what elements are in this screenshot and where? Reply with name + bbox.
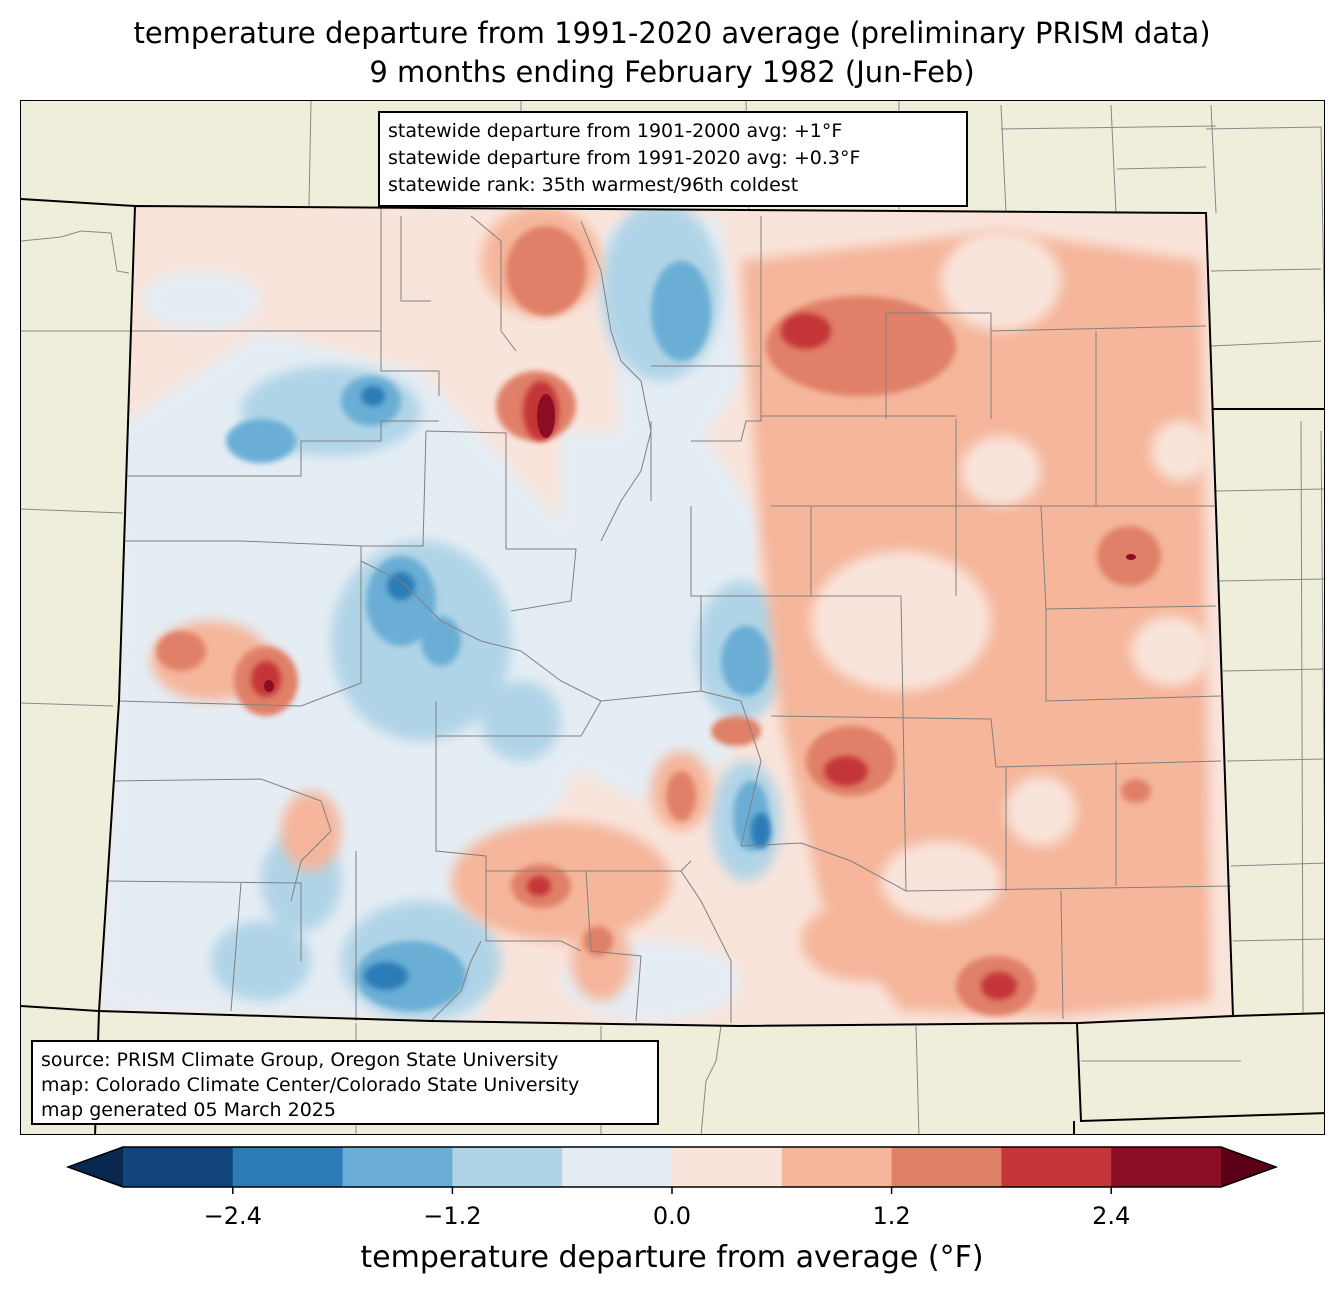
statewide-stats-box: statewide departure from 1901-2000 avg: …	[378, 111, 968, 207]
colorbar-bin	[123, 1147, 234, 1187]
colorbar-tick-label: −2.4	[204, 1202, 262, 1230]
colorbar-tick-label: −1.2	[423, 1202, 481, 1230]
temperature-anomaly-field	[99, 206, 1211, 1021]
colorbar: −2.4 −1.2 0.0 1.2 2.4	[65, 1146, 1279, 1230]
generated-date: map generated 05 March 2025	[41, 1099, 336, 1121]
map-credit: map: Colorado Climate Center/Colorado St…	[41, 1074, 580, 1096]
colorbar-extend-high	[1221, 1147, 1276, 1187]
colorado-temperature-map	[21, 101, 1324, 1134]
colorbar-bin	[1001, 1147, 1112, 1187]
colorbar-bin	[342, 1147, 453, 1187]
colorbar-ticks: −2.4 −1.2 0.0 1.2 2.4	[204, 1187, 1130, 1230]
colorbar-bin	[232, 1147, 344, 1187]
colorbar-bin	[562, 1147, 673, 1187]
stats-departure-1901-2000: statewide departure from 1901-2000 avg: …	[388, 120, 843, 142]
stats-rank: statewide rank: 35th warmest/96th coldes…	[388, 174, 799, 196]
colorbar-tick-label: 2.4	[1092, 1202, 1130, 1230]
colorbar-bin	[672, 1147, 783, 1187]
colorbar-segments	[65, 1146, 1279, 1188]
source-credit: source: PRISM Climate Group, Oregon Stat…	[41, 1049, 559, 1071]
county-lines	[105, 206, 1232, 1023]
colorbar-tick-label: 1.2	[873, 1202, 911, 1230]
source-credit-box: source: PRISM Climate Group, Oregon Stat…	[31, 1040, 659, 1125]
colorbar-label: temperature departure from average (°F)	[360, 1240, 984, 1275]
colorbar-bin	[891, 1147, 1002, 1187]
colorbar-extend-low	[68, 1147, 123, 1187]
stats-departure-1991-2020: statewide departure from 1991-2020 avg: …	[388, 147, 861, 169]
map-title-line-2: 9 months ending February 1982 (Jun-Feb)	[369, 55, 975, 89]
colorbar-bin	[781, 1147, 893, 1187]
colorbar-bin	[1111, 1147, 1222, 1187]
colorbar-bin	[452, 1147, 563, 1187]
colorbar-outline	[65, 1146, 1279, 1188]
colorado-state-border	[97, 204, 1235, 1028]
map-panel	[20, 100, 1325, 1135]
colorbar-tick-label: 0.0	[653, 1202, 691, 1230]
map-title-line-1: temperature departure from 1991-2020 ave…	[133, 16, 1211, 50]
